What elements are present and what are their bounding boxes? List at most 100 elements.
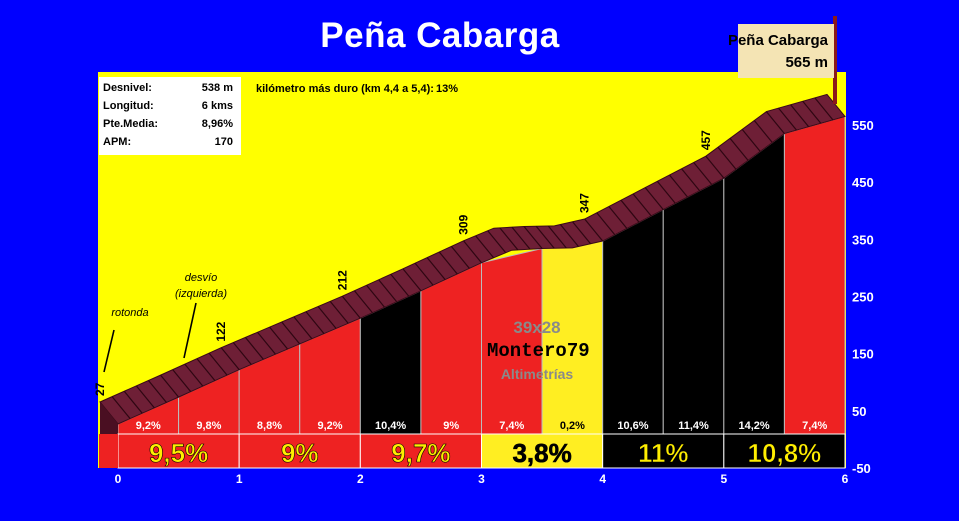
stat-label: Longitud: (103, 100, 154, 112)
road-stripe (232, 342, 252, 365)
x-tick-label-3: 3 (478, 472, 485, 486)
y-tick-label-4: 150 (852, 347, 874, 362)
road-stripe (390, 273, 410, 297)
road-stripe (269, 326, 289, 350)
road-stripe (220, 347, 240, 371)
x-tick-label-6: 6 (842, 472, 849, 486)
km-average-label-3: 3,8% (512, 438, 571, 468)
road-stripe (329, 300, 349, 324)
road-stripe (135, 385, 155, 409)
km-average-bar-3 (481, 433, 604, 469)
road-stripe (559, 224, 579, 247)
road-stripe (596, 212, 616, 236)
x-tick-label-2: 2 (357, 472, 364, 486)
note-izquierda: (izquierda) (175, 288, 227, 300)
x-tick-label-5: 5 (720, 472, 727, 486)
km-altitude-label-4: 347 (578, 193, 592, 213)
road-stripe (535, 225, 555, 249)
road-stripe (778, 107, 797, 131)
road-stripe (172, 369, 192, 393)
segment-grade-label-8: 10,6% (617, 420, 648, 432)
summit-pole (833, 16, 837, 104)
stat-row-pendiente-media: Pte.Media: 8,96% (103, 118, 237, 136)
km-average-label-5: 10,8% (748, 438, 822, 468)
y-tick-label-6: -50 (852, 461, 871, 476)
segment-grade-label-5: 9% (443, 420, 459, 432)
stat-label: Pte.Media: (103, 118, 159, 130)
road-stripe (608, 206, 628, 229)
y-tick-label-1: 450 (852, 175, 874, 190)
summit-altitude: 565 m (785, 54, 828, 71)
road-stripe (511, 226, 531, 250)
road-stripe (790, 104, 810, 128)
segment-grade-label-4: 10,4% (375, 420, 406, 432)
km-altitude-label-2: 212 (335, 270, 349, 290)
km-altitude-label-5: 457 (699, 130, 713, 150)
road-stripe (584, 218, 604, 242)
road-stripe (378, 279, 398, 303)
road-stripe (802, 100, 822, 124)
road-stripe (414, 262, 434, 286)
x-tick-label-0: 0 (115, 472, 122, 486)
segment-grade-label-7: 0,2% (560, 420, 585, 432)
stat-row-apm: APM: 170 (103, 136, 237, 154)
road-stripe (293, 316, 313, 340)
road-stripe (123, 390, 143, 414)
hardest-km-value: 13% (436, 83, 459, 95)
y-tick-label-5: 50 (852, 404, 866, 419)
credit-author: Montero79 (487, 340, 590, 362)
road-stripe (499, 227, 519, 251)
stat-row-longitud: Longitud: 6 kms (103, 100, 237, 118)
road-stripe (208, 352, 228, 376)
road-stripe (693, 162, 713, 185)
road-stripe (450, 245, 470, 269)
road-stripe (681, 168, 701, 192)
bar-left-face (99, 434, 118, 468)
segment-grade-label-3: 9,2% (318, 420, 343, 432)
km-average-bar-0 (117, 433, 240, 469)
profile-column-5 (420, 261, 482, 435)
km-average-label-0: 9,5% (149, 438, 208, 468)
road-stripe (184, 363, 204, 387)
road-stripe (475, 235, 495, 259)
stat-value: 6 kms (201, 100, 233, 112)
km-altitude-label-3: 309 (457, 214, 471, 234)
road-stripe (705, 155, 725, 179)
stat-value: 538 m (201, 82, 233, 94)
road-stripe (353, 290, 373, 314)
km-average-bar-5 (723, 433, 846, 469)
road-stripe (366, 284, 386, 308)
note-desvio: desvío (184, 272, 218, 284)
stat-value: 170 (214, 136, 233, 148)
summit-name: Peña Cabarga (727, 32, 828, 49)
note-rotonda: rotonda (111, 307, 149, 319)
road-stripe (244, 337, 264, 360)
road-stripe (341, 295, 361, 319)
y-tick-label-3: 250 (852, 290, 874, 305)
segment-grade-label-10: 14,2% (739, 420, 770, 432)
road-stripe (632, 193, 652, 217)
road-stripe (572, 221, 592, 245)
km-average-bar-4 (602, 433, 725, 469)
road-stripe (281, 321, 301, 345)
desvio-pointer (183, 302, 197, 359)
profile-column-10 (723, 132, 785, 435)
chart-title: Peña Cabarga (320, 16, 560, 55)
stats-box: Desnivel: 538 m Longitud: 6 kms Pte.Medi… (99, 77, 241, 155)
segment-grade-label-11: 7,4% (802, 420, 827, 432)
road-stripe (426, 257, 446, 280)
road-stripe (487, 230, 507, 254)
road-stripe (523, 226, 543, 249)
road-stripe (463, 240, 482, 264)
x-tick-label-4: 4 (599, 472, 606, 486)
road-stripe (257, 331, 276, 355)
rotonda-pointer (103, 329, 115, 373)
hardest-km-label: kilómetro más duro (km 4,4 a 5,4): (256, 83, 434, 95)
road-stripe (196, 358, 216, 382)
km-average-bar-1 (238, 433, 361, 469)
credit-size: 39x28 (513, 318, 561, 337)
road-stripe (729, 137, 749, 161)
segment-grade-label-0: 9,2% (136, 420, 161, 432)
km-average-label-2: 9,7% (391, 438, 450, 468)
road-stripe (317, 306, 337, 329)
